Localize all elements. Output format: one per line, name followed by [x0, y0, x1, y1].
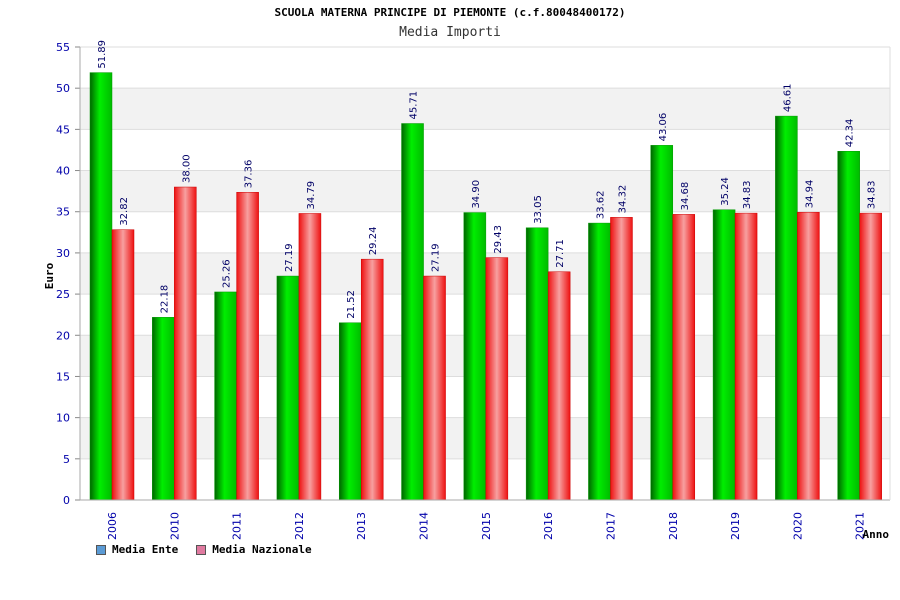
x-tick-label: 2021	[854, 512, 867, 540]
bar-media-ente-2012	[276, 275, 300, 501]
data-label: 45.71	[409, 91, 420, 120]
data-label: 35.24	[720, 177, 731, 206]
data-label: 34.32	[617, 185, 628, 214]
data-label: 29.24	[368, 227, 379, 256]
data-label: 42.34	[845, 119, 856, 148]
x-tick-label: 2011	[231, 512, 244, 540]
chart-subtitle: Media Importi	[399, 25, 501, 40]
bar-media-nazionale-2010	[174, 186, 197, 501]
bar-media-nazionale-2016	[547, 271, 571, 501]
x-axis-title: Anno	[863, 528, 890, 541]
legend-item-media-nazionale: Media Nazionale	[196, 543, 312, 556]
x-tick-label: 2016	[542, 512, 555, 540]
x-tick-label: 2019	[729, 512, 742, 540]
data-label: 21.52	[346, 290, 357, 319]
chart-title: SCUOLA MATERNA PRINCIPE DI PIEMONTE (c.f…	[274, 6, 626, 19]
x-tick-labels: 2006 2010 2011 2012 2013 2014 2015 2016 2017 2018…	[106, 512, 867, 540]
bars	[89, 72, 882, 501]
data-label: 32.82	[119, 197, 130, 226]
bar-media-ente-2011	[214, 291, 237, 501]
x-tick-label: 2013	[355, 512, 368, 540]
y-tick-label: 35	[56, 206, 70, 219]
bar-media-nazionale-2020	[797, 211, 820, 501]
x-tick-label: 2018	[667, 512, 680, 540]
bar-media-nazionale-2012	[298, 213, 322, 501]
bar-media-nazionale-2021	[859, 212, 882, 501]
legend: Media Ente Media Nazionale	[96, 543, 312, 556]
plot-band	[80, 47, 890, 89]
data-label: 33.62	[595, 190, 606, 219]
plot-band	[80, 88, 890, 130]
bar-media-nazionale-2013	[360, 258, 384, 501]
data-label: 25.26	[222, 259, 233, 288]
legend-label: Media Ente	[112, 543, 179, 556]
data-label: 34.94	[804, 180, 815, 209]
bar-media-ente-2021	[837, 151, 860, 501]
bar-media-ente-2016	[525, 227, 549, 501]
data-label: 34.79	[306, 181, 317, 210]
bar-media-ente-2006	[89, 72, 113, 501]
y-tick-label: 55	[56, 41, 70, 54]
x-tick-label: 2006	[106, 512, 119, 540]
bar-media-ente-2010	[152, 317, 175, 501]
data-label: 27.19	[431, 243, 442, 272]
y-tick-label: 15	[56, 370, 70, 383]
bar-media-ente-2017	[588, 222, 611, 501]
legend-swatch-icon	[96, 544, 106, 555]
bar-media-nazionale-2014	[423, 275, 446, 501]
y-tick-label: 45	[56, 123, 70, 136]
bar-media-ente-2018	[650, 145, 674, 501]
y-tick-label: 25	[56, 288, 70, 301]
data-label: 51.89	[97, 40, 108, 69]
x-tick-label: 2010	[168, 512, 181, 540]
data-label: 43.06	[658, 113, 669, 142]
bar-media-nazionale-2011	[236, 192, 259, 501]
data-label: 34.83	[742, 180, 753, 209]
bar-media-ente-2020	[775, 115, 798, 501]
data-label: 29.43	[493, 225, 504, 254]
data-label: 34.90	[471, 180, 482, 209]
data-label: 27.19	[284, 243, 295, 272]
x-tick-label: 2017	[604, 512, 617, 540]
legend-label: Media Nazionale	[212, 543, 312, 556]
x-tick-label: 2014	[418, 512, 431, 540]
bar-media-nazionale-2019	[734, 212, 758, 501]
bar-media-nazionale-2015	[485, 257, 509, 501]
legend-item-media-ente: Media Ente	[96, 543, 178, 556]
data-labels: 51.89 32.82 22.18 38.00 25.26 37.36 27.19 34.79…	[97, 40, 878, 319]
x-tick-label: 2012	[293, 512, 306, 540]
y-tick-label: 5	[63, 453, 70, 466]
y-tick-label: 50	[56, 82, 70, 95]
bar-media-nazionale-2006	[111, 229, 135, 501]
y-tick-label: 40	[56, 165, 70, 178]
x-tick-label: 2015	[480, 512, 493, 540]
data-label: 38.00	[181, 154, 192, 183]
y-axis-title: Euro	[43, 262, 56, 289]
x-tick-label: 2020	[791, 512, 804, 540]
bar-media-ente-2014	[401, 123, 424, 501]
data-label: 27.71	[555, 239, 566, 268]
y-tick-label: 20	[56, 329, 70, 342]
data-label: 46.61	[782, 83, 793, 112]
data-label: 34.83	[867, 180, 878, 209]
axes	[79, 47, 891, 501]
data-label: 22.18	[159, 285, 170, 314]
y-tick-label: 0	[63, 494, 70, 507]
bar-media-ente-2019	[712, 209, 736, 501]
data-label: 33.05	[533, 195, 544, 224]
bar-media-nazionale-2017	[610, 217, 633, 501]
bar-media-nazionale-2018	[672, 214, 696, 501]
bar-media-ente-2015	[463, 212, 487, 501]
legend-swatch-icon	[196, 544, 207, 555]
data-label: 37.36	[244, 160, 255, 189]
bar-media-ente-2013	[338, 322, 362, 501]
y-tick-labels: 0 5 10 15 20 25 30 35 40 45 50 55	[56, 41, 70, 507]
y-tick-label: 10	[56, 412, 70, 425]
y-tick-label: 30	[56, 247, 70, 260]
plot-band	[80, 129, 890, 171]
data-label: 34.68	[680, 182, 691, 211]
plot-band	[80, 170, 890, 212]
